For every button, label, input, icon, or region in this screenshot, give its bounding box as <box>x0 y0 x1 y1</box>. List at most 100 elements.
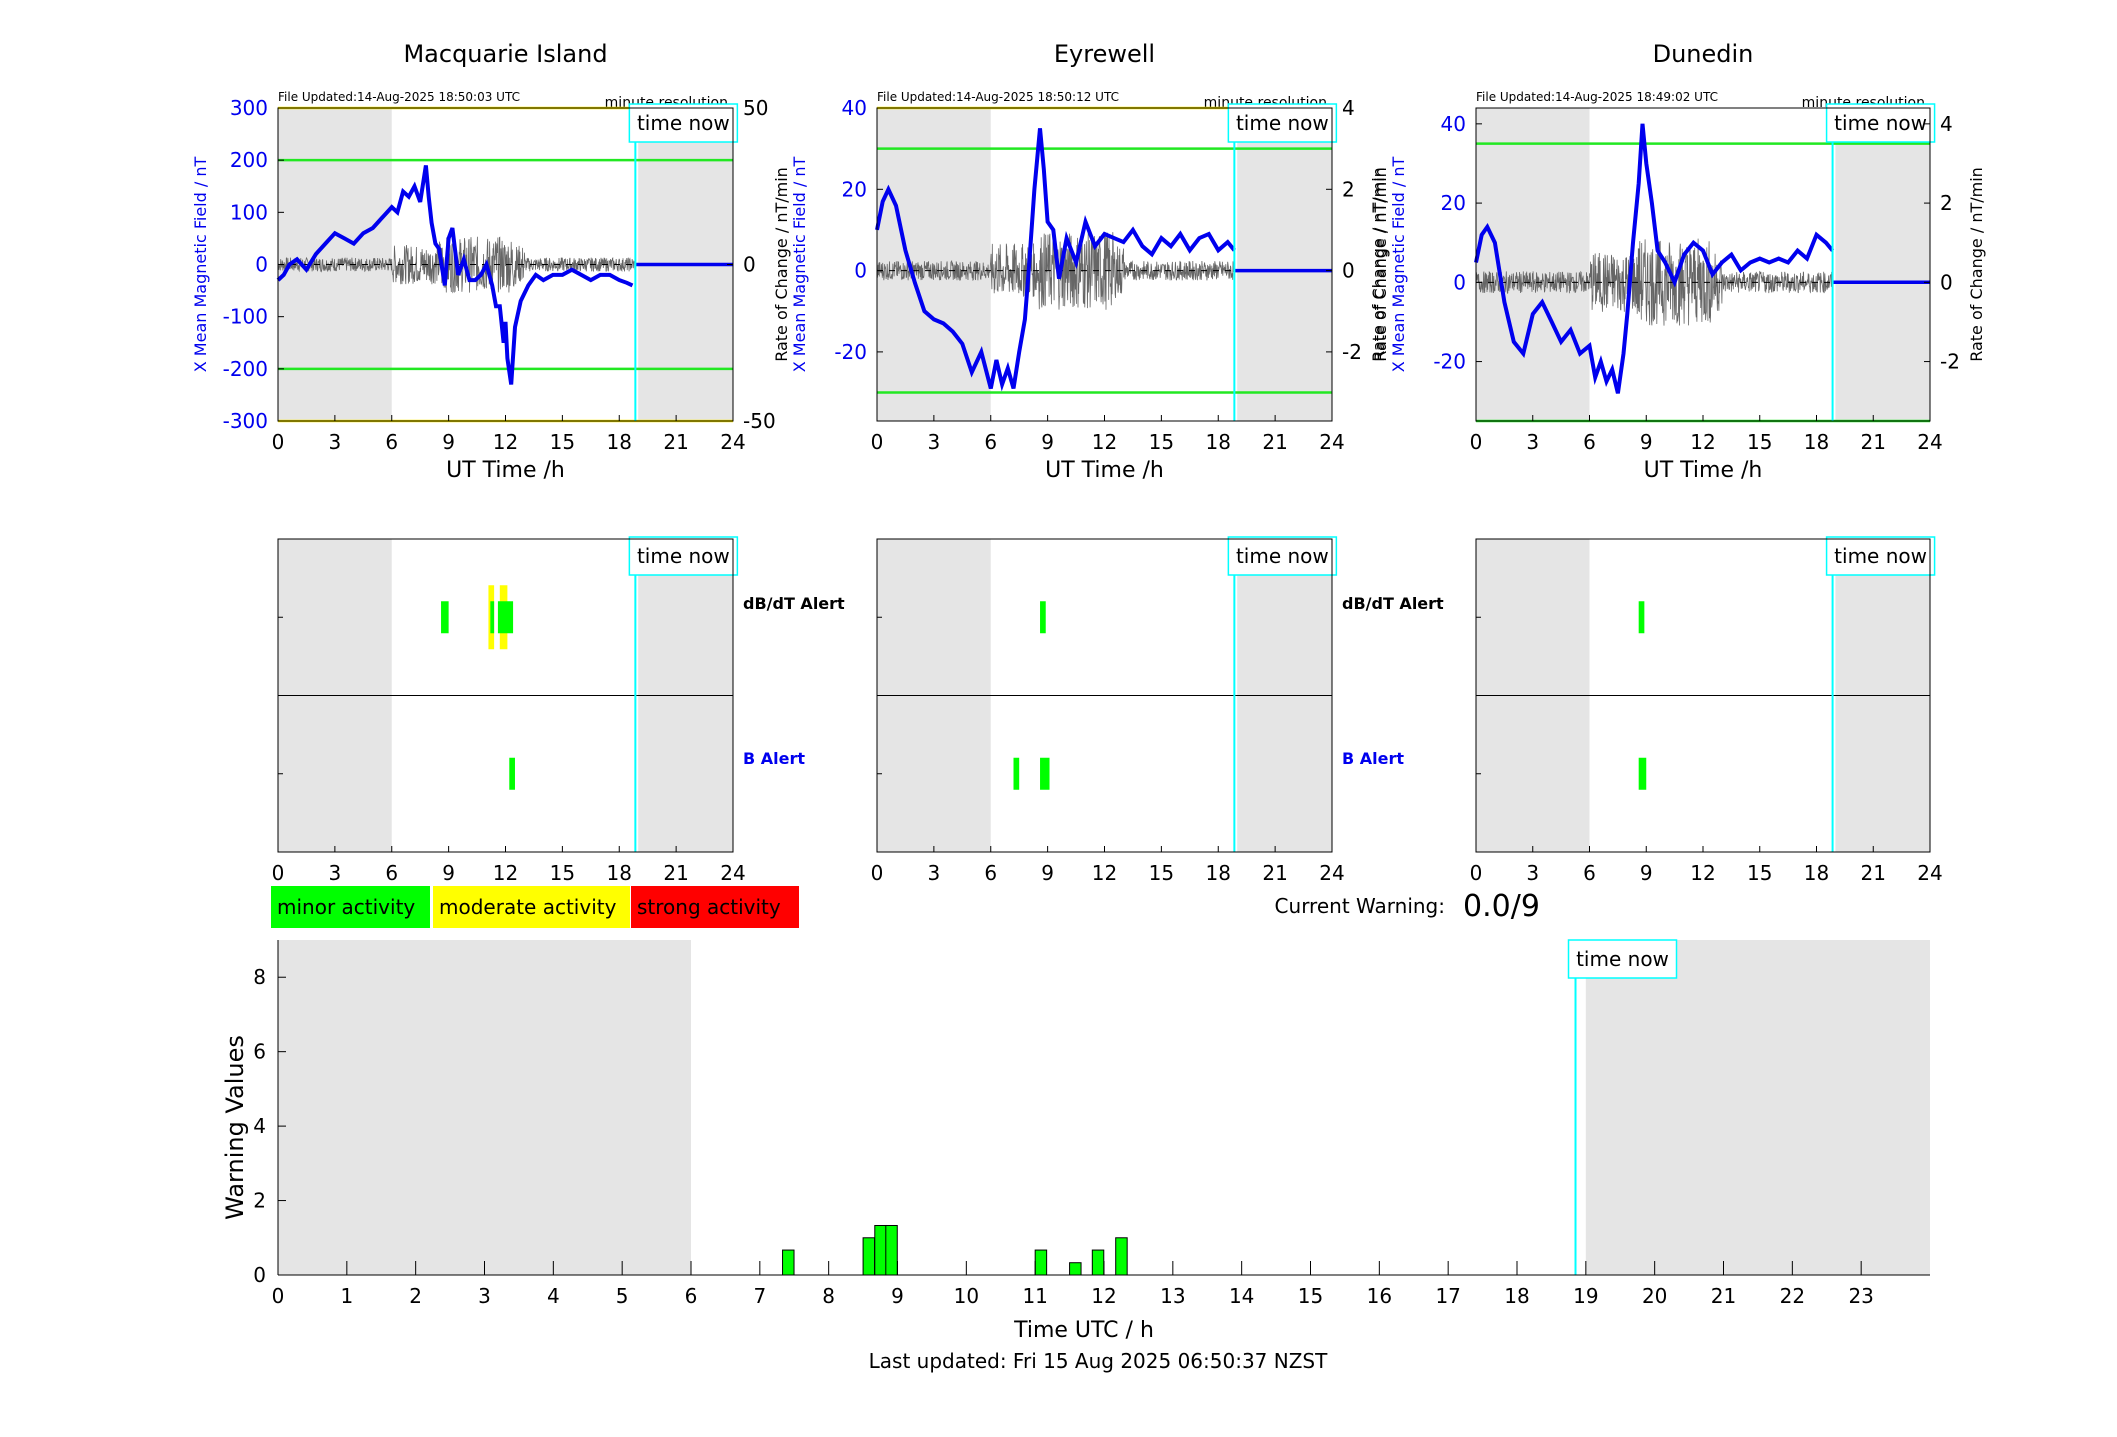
x-tick-label: 12 <box>1690 430 1715 454</box>
warning-bar <box>782 1249 795 1276</box>
x-tick-label: 24 <box>720 430 745 454</box>
last-updated: Last updated: Fri 15 Aug 2025 06:50:37 N… <box>869 1349 1328 1373</box>
y-tick-label: -20 <box>1433 350 1466 374</box>
warning-bar <box>862 1237 876 1276</box>
y-tick-label: 40 <box>1441 112 1466 136</box>
x-tick-label: 12 <box>1092 861 1117 885</box>
warning-bar <box>1069 1262 1082 1276</box>
y2-axis-label-left: Rate of Change / nT/min <box>1371 167 1390 362</box>
x-tick-label: 4 <box>547 1284 560 1308</box>
x-tick-label: 24 <box>1319 430 1344 454</box>
x-tick-label: 20 <box>1642 1284 1667 1308</box>
x-tick-label: 3 <box>478 1284 491 1308</box>
y2-tick-label: 2 <box>1342 177 1355 201</box>
file-updated: File Updated:14-Aug-2025 18:50:03 UTC <box>278 90 520 104</box>
x-tick-label: 15 <box>1298 1284 1323 1308</box>
x-axis-label: Time UTC / h <box>1013 1318 1154 1343</box>
y-tick-label: 4 <box>253 1114 266 1138</box>
dbdt-alert-bar <box>441 601 449 634</box>
x-tick-label: 15 <box>1149 861 1174 885</box>
x-tick-label: 6 <box>685 1284 698 1308</box>
y-axis-label: Warning Values <box>221 1035 249 1220</box>
time-now-label: time now <box>1236 544 1329 568</box>
current-warning-value: 0.0/9 <box>1463 889 1540 924</box>
y2-axis-label: Rate of Change / nT/min <box>1967 167 1986 362</box>
time-now-box <box>628 103 739 143</box>
time-now-label: time now <box>637 544 730 568</box>
night-band <box>1835 108 1930 421</box>
y2-axis-label-left: Rate of Change / nT/min <box>772 167 791 362</box>
x-tick-label: 9 <box>1041 861 1054 885</box>
y-tick-label: 2 <box>253 1189 266 1213</box>
x-tick-label: 8 <box>822 1284 835 1308</box>
x-tick-label: 13 <box>1160 1284 1185 1308</box>
mean-field-line <box>1474 123 1835 394</box>
x-tick-label: 18 <box>1804 861 1829 885</box>
warning-bar <box>1091 1249 1105 1276</box>
y-tick-label: 0 <box>255 253 268 277</box>
y-axis-label: X Mean Magnetic Field / nT <box>191 157 210 373</box>
time-now-box <box>1227 536 1338 576</box>
x-tick-label: 21 <box>663 430 688 454</box>
y-tick-label: 40 <box>842 96 867 120</box>
legend-swatch <box>631 886 799 928</box>
dbdt-alert-bar <box>497 601 514 634</box>
x-axis-label: UT Time /h <box>446 458 565 483</box>
x-tick-label: 3 <box>1526 430 1539 454</box>
x-tick-label: 0 <box>272 861 285 885</box>
x-tick-label: 6 <box>1583 430 1596 454</box>
x-tick-label: 12 <box>493 430 518 454</box>
x-tick-label: 1 <box>340 1284 353 1308</box>
y2-tick-label: 4 <box>1940 112 1953 136</box>
night-band <box>1476 108 1590 421</box>
x-tick-label: 7 <box>753 1284 766 1308</box>
station-title: Macquarie Island <box>403 40 607 68</box>
rate-of-change-trace <box>277 236 636 294</box>
x-tick-label: 6 <box>1583 861 1596 885</box>
dbdt-alert-label: dB/dT Alert <box>743 594 845 613</box>
x-tick-label: 3 <box>329 430 342 454</box>
x-tick-label: 3 <box>928 430 941 454</box>
current-warning-label: Current Warning: <box>1275 894 1445 918</box>
x-tick-label: 21 <box>1861 430 1886 454</box>
station-chart-1: Macquarie Island File Updated:14-Aug-2025… <box>191 40 776 483</box>
x-tick-label: 24 <box>1917 430 1942 454</box>
y2-tick-label: 0 <box>1342 259 1355 283</box>
x-tick-label: 18 <box>1206 430 1231 454</box>
x-tick-label: 9 <box>442 861 455 885</box>
y-tick-label: 200 <box>230 148 268 172</box>
y2-tick-label: -50 <box>743 409 776 433</box>
dbdt-alert-bar <box>1040 601 1046 634</box>
time-now-label: time now <box>1834 111 1927 135</box>
x-tick-label: 15 <box>1747 430 1772 454</box>
legend-swatch <box>271 886 430 928</box>
y2-tick-label: 2 <box>1940 191 1953 215</box>
mean-field-line <box>875 128 1236 392</box>
y-axis-label: X Mean Magnetic Field / nT <box>790 157 809 373</box>
b-alert-label: B Alert <box>1342 749 1404 768</box>
x-tick-label: 6 <box>385 861 398 885</box>
x-tick-label: 15 <box>550 430 575 454</box>
x-tick-label: 15 <box>550 861 575 885</box>
x-tick-label: 21 <box>1861 861 1886 885</box>
x-tick-label: 3 <box>928 861 941 885</box>
alert-panel-3: time now 0 3 6 9 12 15 18 21 24 <box>1470 536 1943 885</box>
x-tick-label: 24 <box>1319 861 1344 885</box>
y-tick-label: -20 <box>834 340 867 364</box>
alert-panel-1: time now 0 3 6 9 12 15 18 21 24 dB/dT Alert B Alert <box>272 536 845 885</box>
file-updated: File Updated:14-Aug-2025 18:49:02 UTC <box>1476 90 1718 104</box>
x-tick-label: 0 <box>871 861 884 885</box>
y2-axis-label: Rate of Change / nT/min <box>1369 167 1388 362</box>
y-tick-label: 0 <box>854 259 867 283</box>
x-tick-label: 18 <box>1804 430 1829 454</box>
y2-tick-label: -2 <box>1940 350 1960 374</box>
alert-panel-2: time now 0 3 6 9 12 15 18 21 24 dB/dT Alert B Alert <box>871 536 1444 885</box>
x-tick-label: 9 <box>891 1284 904 1308</box>
y-tick-label: 0 <box>253 1263 266 1287</box>
time-now-box <box>628 536 739 576</box>
x-tick-label: 24 <box>1917 861 1942 885</box>
x-axis-label: UT Time /h <box>1045 458 1164 483</box>
night-band <box>1585 940 1930 1275</box>
b-alert-bar <box>509 757 515 790</box>
